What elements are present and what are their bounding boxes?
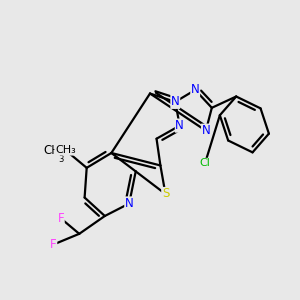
Text: N: N bbox=[171, 95, 180, 108]
Text: N: N bbox=[125, 197, 134, 210]
Text: N: N bbox=[202, 124, 210, 137]
Text: N: N bbox=[175, 119, 184, 132]
Text: N: N bbox=[191, 83, 200, 97]
Text: S: S bbox=[162, 188, 169, 200]
Text: Cl: Cl bbox=[200, 158, 210, 168]
Text: CH₃: CH₃ bbox=[55, 145, 76, 155]
Text: F: F bbox=[58, 212, 64, 225]
Text: CH: CH bbox=[44, 143, 61, 157]
Text: 3: 3 bbox=[58, 155, 64, 164]
Text: F: F bbox=[50, 238, 57, 251]
